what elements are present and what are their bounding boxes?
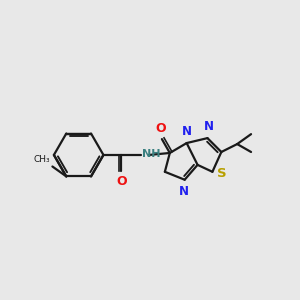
Text: O: O bbox=[116, 175, 127, 188]
Text: N: N bbox=[182, 125, 192, 138]
Text: N: N bbox=[179, 185, 189, 198]
Text: N: N bbox=[203, 120, 214, 133]
Text: CH₃: CH₃ bbox=[34, 154, 50, 164]
Text: NH: NH bbox=[142, 149, 160, 159]
Text: S: S bbox=[218, 167, 227, 180]
Text: O: O bbox=[156, 122, 166, 135]
